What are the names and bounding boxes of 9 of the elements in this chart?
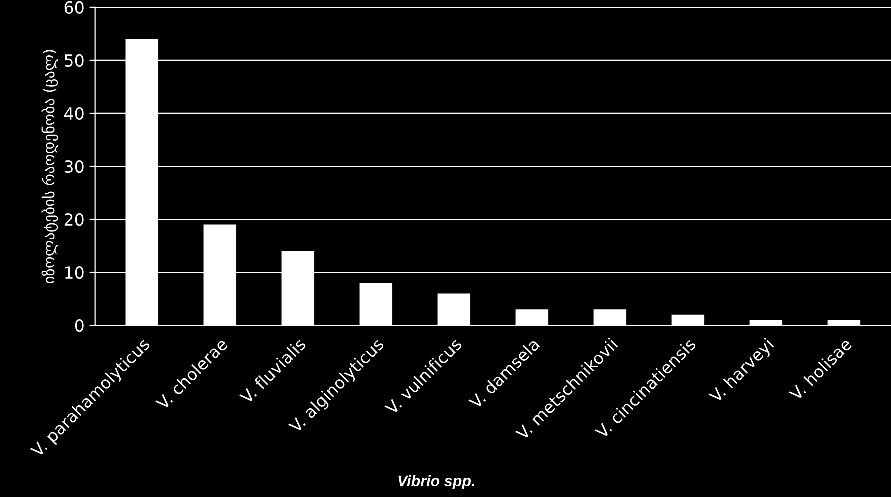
- y-tick-label: 60: [64, 1, 84, 14]
- y-tick-label: 20: [64, 213, 84, 226]
- x-axis-title: Vibrio spp.: [398, 475, 474, 490]
- y-tick-label: 30: [64, 160, 84, 174]
- y-tick-label: 50: [65, 54, 84, 68]
- y-axis-title: იზოლატების რაოდენობა (ცალ): [42, 50, 58, 284]
- y-tick-label: 0: [75, 319, 84, 332]
- y-tick-label: 40: [64, 107, 84, 120]
- y-tick-label: 10: [66, 266, 84, 280]
